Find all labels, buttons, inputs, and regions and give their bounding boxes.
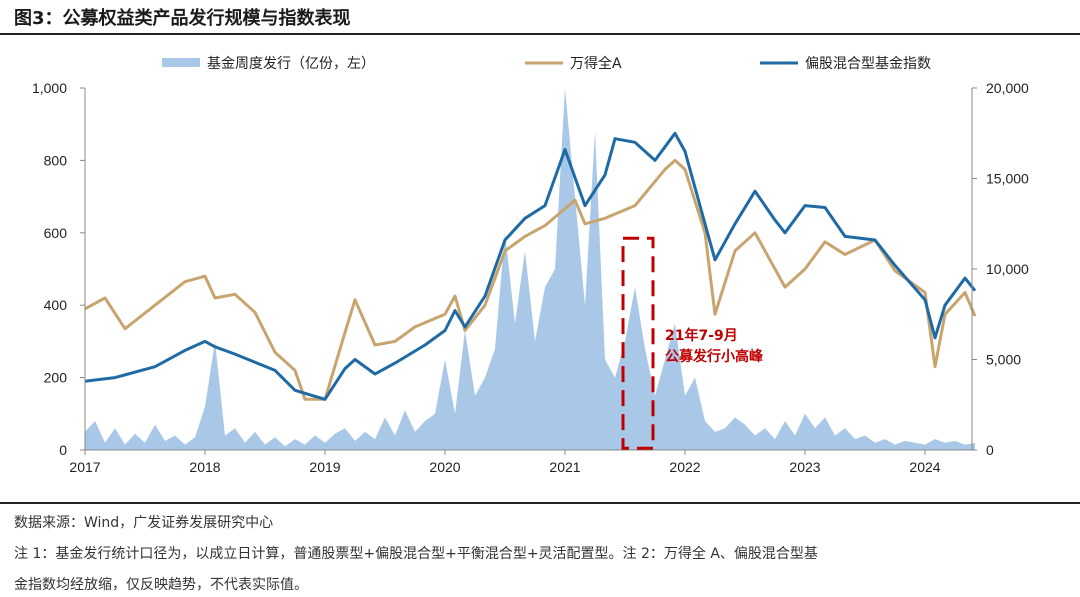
- y-right-tick-label: 5,000: [986, 352, 1021, 368]
- x-tick-label: 2019: [309, 459, 340, 475]
- figure-title: 图3：公募权益类产品发行规模与指数表现: [14, 8, 351, 29]
- annotation-line-1: 21年7-9月: [665, 327, 738, 344]
- y-left-tick-label: 200: [44, 370, 68, 386]
- legend: 基金周度发行（亿份，左） 万得全A 偏股混合型基金指数: [162, 55, 931, 72]
- y-left-tick-label: 400: [44, 297, 68, 313]
- legend-label: 基金周度发行（亿份，左）: [207, 55, 375, 72]
- note-line-2: 金指数均经放缩，仅反映趋势，不代表实际值。: [14, 577, 308, 593]
- y-left-tick-label: 1,000: [32, 80, 67, 96]
- legend-swatch: [162, 58, 200, 67]
- legend-label: 万得全A: [570, 55, 622, 72]
- x-tick-label: 2024: [909, 459, 940, 475]
- x-tick-label: 2020: [429, 459, 460, 475]
- series-area-fund-issuance: [85, 88, 975, 450]
- y-right-tick-label: 20,000: [986, 80, 1029, 96]
- series-line-2: [84, 131, 977, 401]
- x-tick-label: 2017: [69, 459, 100, 475]
- y-right-tick-label: 15,000: [986, 171, 1029, 187]
- legend-label: 偏股混合型基金指数: [805, 55, 931, 72]
- source-text: 数据来源：Wind，广发证券发展研究中心: [14, 515, 274, 531]
- y-left-tick-label: 0: [59, 442, 67, 458]
- title-rule: [0, 33, 1080, 35]
- x-tick-label: 2023: [789, 459, 820, 475]
- y-left-tick-label: 800: [44, 152, 68, 168]
- chart: 2017 2018 2019 2020 2021 2022 2023 2024 0 200 400 6…: [32, 55, 1029, 475]
- area-layer: [85, 88, 975, 450]
- x-tick-label: 2022: [669, 459, 700, 475]
- annotation-line-2: 公募发行小高峰: [665, 348, 764, 365]
- y-right-tick-label: 0: [986, 442, 994, 458]
- series-line-1: [84, 158, 977, 401]
- source-rule: [0, 502, 1080, 504]
- y-left-tick-label: 600: [44, 225, 68, 241]
- x-tick-label: 2018: [189, 459, 220, 475]
- y-right-tick-label: 10,000: [986, 261, 1029, 277]
- note-line-1: 注 1：基金发行统计口径为，以成立日计算，普通股票型+偏股混合型+平衡混合型+灵…: [14, 546, 818, 562]
- x-tick-label: 2021: [549, 459, 580, 475]
- line-layer: [84, 131, 977, 401]
- highlight-box: [621, 236, 655, 450]
